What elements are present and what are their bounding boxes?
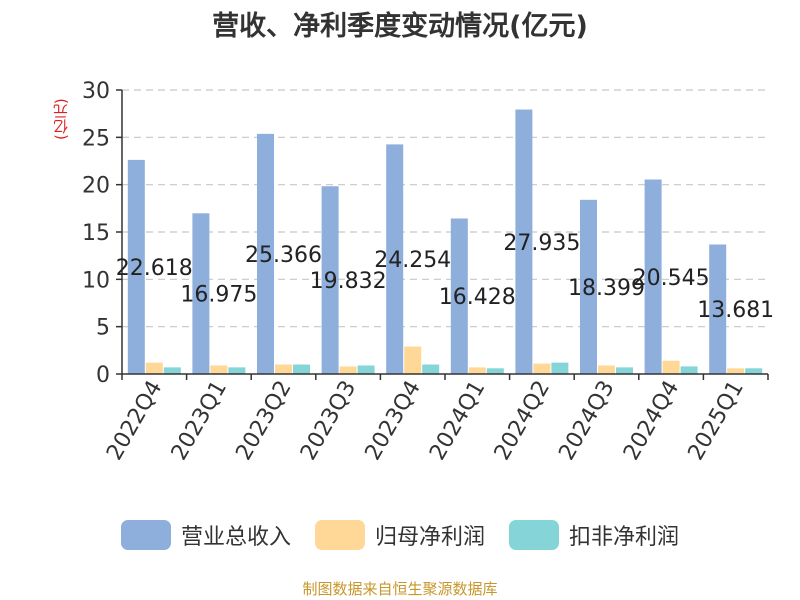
- x-tick-label: 2023Q1: [167, 377, 232, 465]
- data-label: 19.832: [310, 269, 387, 294]
- legend-item-net-profit[interactable]: 归母净利润: [314, 519, 485, 551]
- bar-revenue: [386, 144, 404, 374]
- bar-net-profit: [468, 367, 486, 374]
- y-tick-label: 20: [82, 174, 110, 199]
- x-tick-label: 2024Q3: [554, 377, 619, 465]
- y-tick-label: 10: [82, 268, 110, 293]
- legend-label-revenue: 营业总收入: [180, 525, 291, 550]
- x-tick-label: 2023Q2: [231, 377, 296, 465]
- x-tick-label: 2024Q2: [490, 377, 555, 465]
- bar-net-profit: [404, 346, 422, 374]
- bar-deducted-profit: [680, 366, 698, 374]
- bar-revenue: [709, 244, 727, 374]
- bar-deducted-profit: [293, 364, 310, 374]
- bar-net-profit: [339, 366, 357, 374]
- bar-deducted-profit: [551, 362, 569, 374]
- bar-revenue: [127, 159, 145, 374]
- y-tick-label: 15: [82, 221, 110, 246]
- bar-deducted-profit: [357, 365, 375, 374]
- bar-deducted-profit: [616, 367, 633, 374]
- bar-revenue: [644, 179, 662, 374]
- data-label: 25.366: [245, 243, 322, 268]
- data-label: 16.975: [180, 283, 257, 308]
- x-tick-label: 2023Q3: [296, 377, 361, 465]
- y-tick-label: 5: [96, 316, 110, 341]
- x-tick-label: 2022Q4: [102, 377, 167, 465]
- bar-deducted-profit: [163, 367, 181, 374]
- bar-deducted-profit: [745, 368, 763, 374]
- bar-revenue: [450, 218, 468, 374]
- bar-revenue: [321, 186, 339, 374]
- bar-net-profit: [210, 365, 228, 374]
- y-tick-label: 30: [82, 79, 110, 104]
- legend-label-net-profit: 归母净利润: [374, 525, 485, 550]
- data-label: 18.399: [568, 276, 645, 301]
- x-tick-label: 2023Q4: [361, 377, 426, 465]
- bar-net-profit: [598, 365, 615, 374]
- bar-net-profit: [662, 360, 680, 374]
- data-source-note: 制图数据来自恒生聚源数据库: [302, 580, 498, 598]
- data-label: 13.681: [697, 298, 774, 323]
- y-tick-label: 0: [96, 363, 110, 388]
- bar-revenue: [580, 199, 597, 374]
- x-tick-label: 2025Q1: [684, 377, 749, 465]
- x-tick-label: 2024Q1: [425, 377, 490, 465]
- bar-net-profit: [275, 364, 292, 374]
- legend: 营业总收入 归母净利润 扣非净利润: [0, 517, 800, 553]
- x-tick-label: 2024Q4: [619, 377, 684, 465]
- bar-net-profit: [145, 362, 163, 374]
- bar-net-profit: [727, 368, 745, 374]
- chart-title: 营收、净利季度变动情况(亿元): [212, 11, 588, 42]
- legend-swatch-revenue: [120, 520, 171, 550]
- legend-item-deducted-profit[interactable]: 扣非净利润: [509, 519, 679, 551]
- bar-net-profit: [533, 363, 551, 374]
- bar-deducted-profit: [422, 364, 440, 374]
- legend-item-revenue[interactable]: 营业总收入: [120, 519, 291, 551]
- bar-revenue: [257, 133, 274, 374]
- bars: [127, 109, 763, 374]
- legend-swatch-deducted-profit: [509, 520, 559, 550]
- data-label: 24.254: [374, 248, 451, 273]
- y-tick-label: 25: [82, 126, 110, 151]
- legend-swatch-net-profit: [314, 520, 365, 550]
- bar-revenue: [515, 109, 533, 374]
- bar-revenue: [192, 213, 210, 374]
- data-label: 27.935: [503, 231, 580, 256]
- data-label: 22.618: [116, 256, 193, 281]
- bar-deducted-profit: [228, 367, 246, 374]
- data-label: 16.428: [439, 285, 516, 310]
- bar-deducted-profit: [486, 368, 504, 374]
- data-label: 20.545: [633, 266, 710, 291]
- legend-label-deducted-profit: 扣非净利润: [569, 525, 680, 550]
